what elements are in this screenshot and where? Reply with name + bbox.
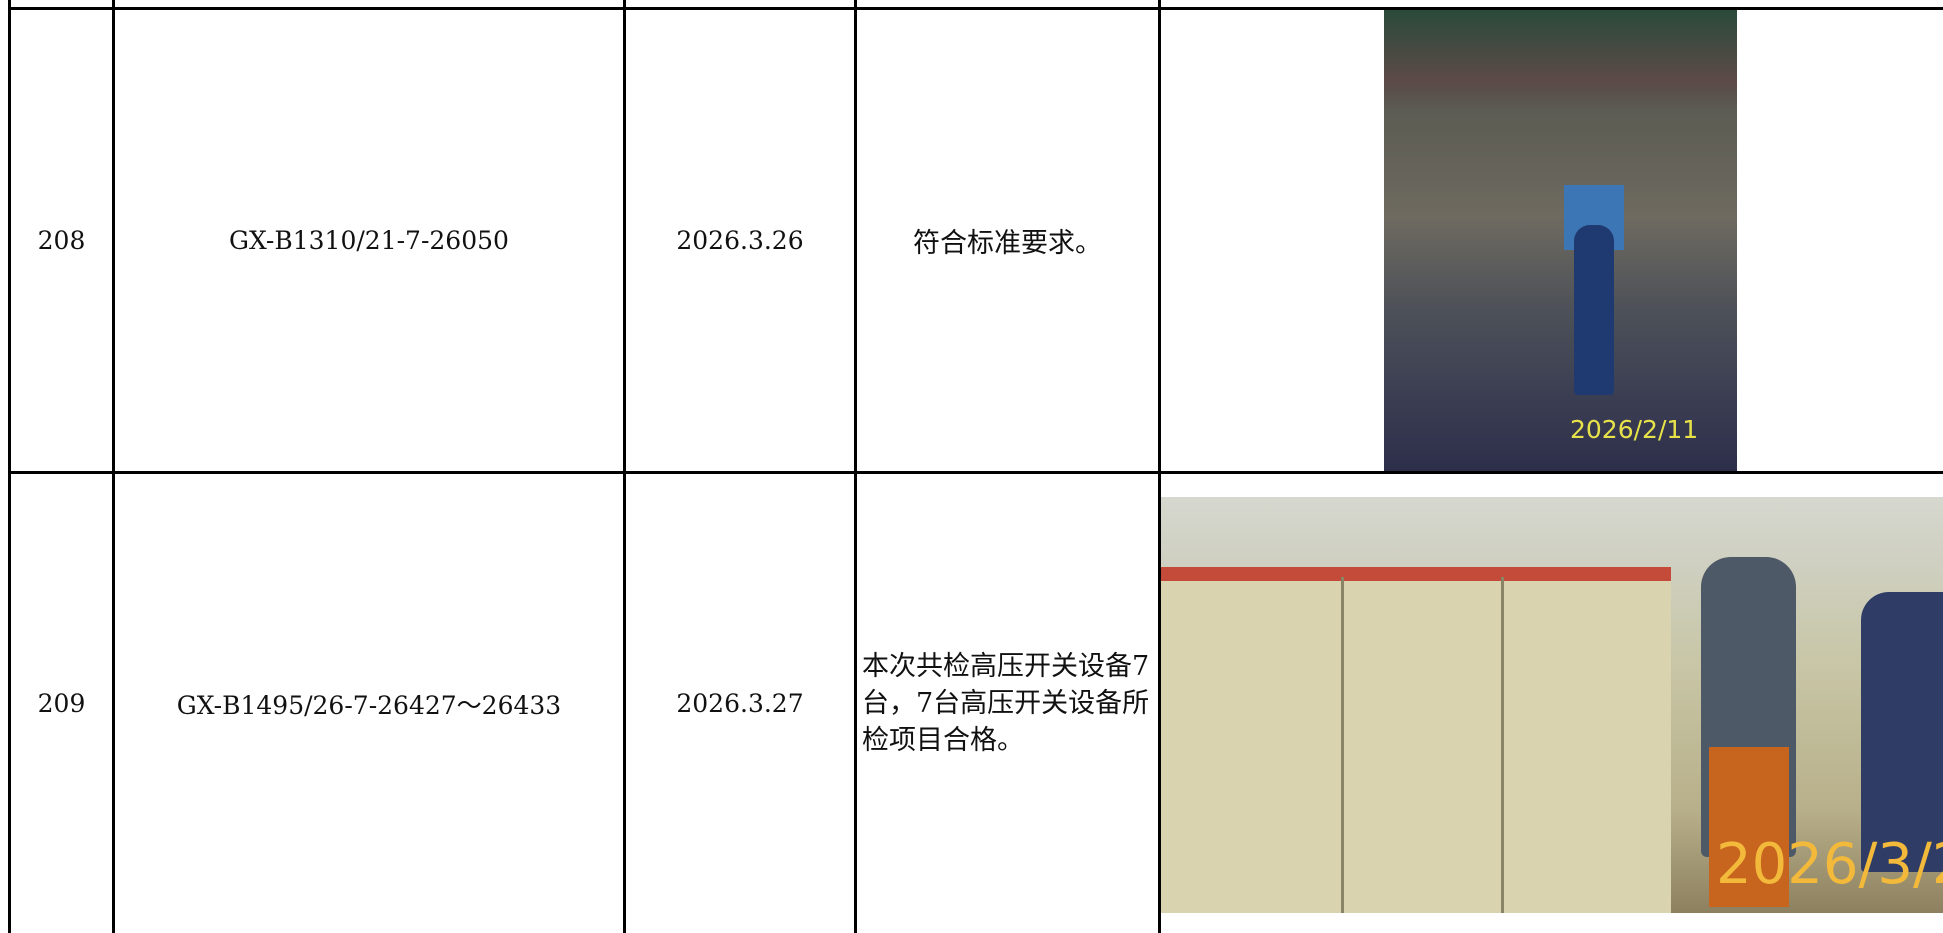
photo-stamp: 2026/2/11 bbox=[1570, 415, 1699, 444]
col-border bbox=[1158, 0, 1161, 933]
photo-cabinets bbox=[1161, 567, 1671, 913]
col-border bbox=[8, 0, 11, 933]
photo-ceiling bbox=[1384, 10, 1737, 110]
photo-trousers bbox=[1709, 747, 1789, 907]
photo-person bbox=[1574, 225, 1614, 395]
col-border bbox=[854, 0, 857, 933]
code-cell: GX-B1495/26-7-26427～26433 bbox=[176, 690, 562, 720]
date-cell: 2026.3.27 bbox=[676, 689, 804, 718]
index-cell: 209 bbox=[37, 689, 86, 718]
result-cell: 本次共检高压开关设备7台，7台高压开关设备所检项目合格。 bbox=[862, 651, 1150, 756]
photo-person bbox=[1861, 592, 1943, 872]
code-cell: GX-B1310/21-7-26050 bbox=[229, 226, 509, 255]
row-border bbox=[8, 471, 1943, 474]
site-photo: 2026/3/2 bbox=[1161, 497, 1943, 913]
date-cell: 2026.3.26 bbox=[676, 226, 804, 255]
photo-divider bbox=[1501, 577, 1504, 913]
site-photo: 2026/2/11 bbox=[1384, 10, 1737, 471]
photo-stamp: 2026/3/2 bbox=[1716, 832, 1943, 897]
col-border bbox=[112, 0, 115, 933]
row-border bbox=[8, 7, 1943, 10]
result-cell: 符合标准要求。 bbox=[913, 228, 1102, 259]
photo-divider bbox=[1341, 577, 1344, 913]
col-border bbox=[623, 0, 626, 933]
index-cell: 208 bbox=[37, 226, 86, 255]
photo-cabinet-band bbox=[1161, 567, 1671, 581]
